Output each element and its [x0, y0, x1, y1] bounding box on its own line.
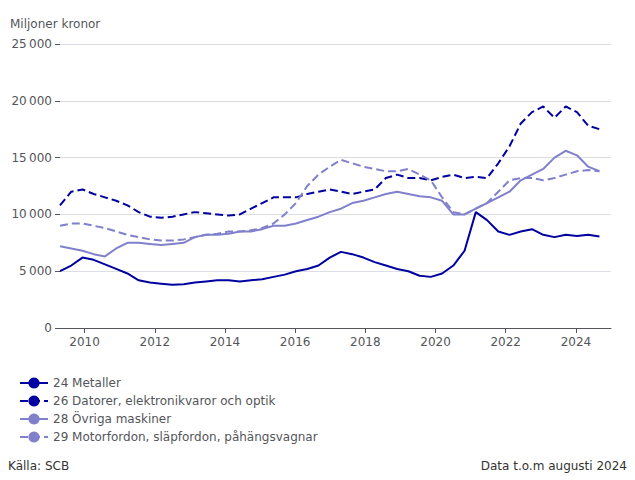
svg-text:25 000: 25 000 [11, 37, 52, 51]
svg-text:2024: 2024 [561, 335, 592, 349]
svg-text:2022: 2022 [490, 335, 521, 349]
svg-text:2018: 2018 [350, 335, 381, 349]
svg-text:29 Motorfordon, släpfordon, på: 29 Motorfordon, släpfordon, påhängsvagna… [53, 430, 318, 444]
svg-text:15 000: 15 000 [11, 151, 52, 165]
svg-text:2010: 2010 [69, 335, 100, 349]
svg-text:Data t.o.m augusti 2024: Data t.o.m augusti 2024 [481, 459, 627, 473]
svg-text:24 Metaller: 24 Metaller [53, 376, 121, 390]
svg-text:20 000: 20 000 [11, 94, 52, 108]
svg-text:2014: 2014 [210, 335, 241, 349]
svg-text:26 Datorer, elektronikvaror oc: 26 Datorer, elektronikvaror och optik [53, 394, 276, 408]
svg-text:0: 0 [44, 321, 52, 335]
svg-text:28 Övriga maskiner: 28 Övriga maskiner [53, 410, 171, 426]
svg-text:5 000: 5 000 [19, 264, 52, 278]
svg-text:Källa: SCB: Källa: SCB [8, 459, 69, 473]
svg-text:10 000: 10 000 [11, 207, 52, 221]
svg-text:2012: 2012 [139, 335, 170, 349]
svg-text:2020: 2020 [420, 335, 451, 349]
svg-text:2016: 2016 [280, 335, 311, 349]
svg-text:Miljoner kronor: Miljoner kronor [10, 17, 100, 31]
